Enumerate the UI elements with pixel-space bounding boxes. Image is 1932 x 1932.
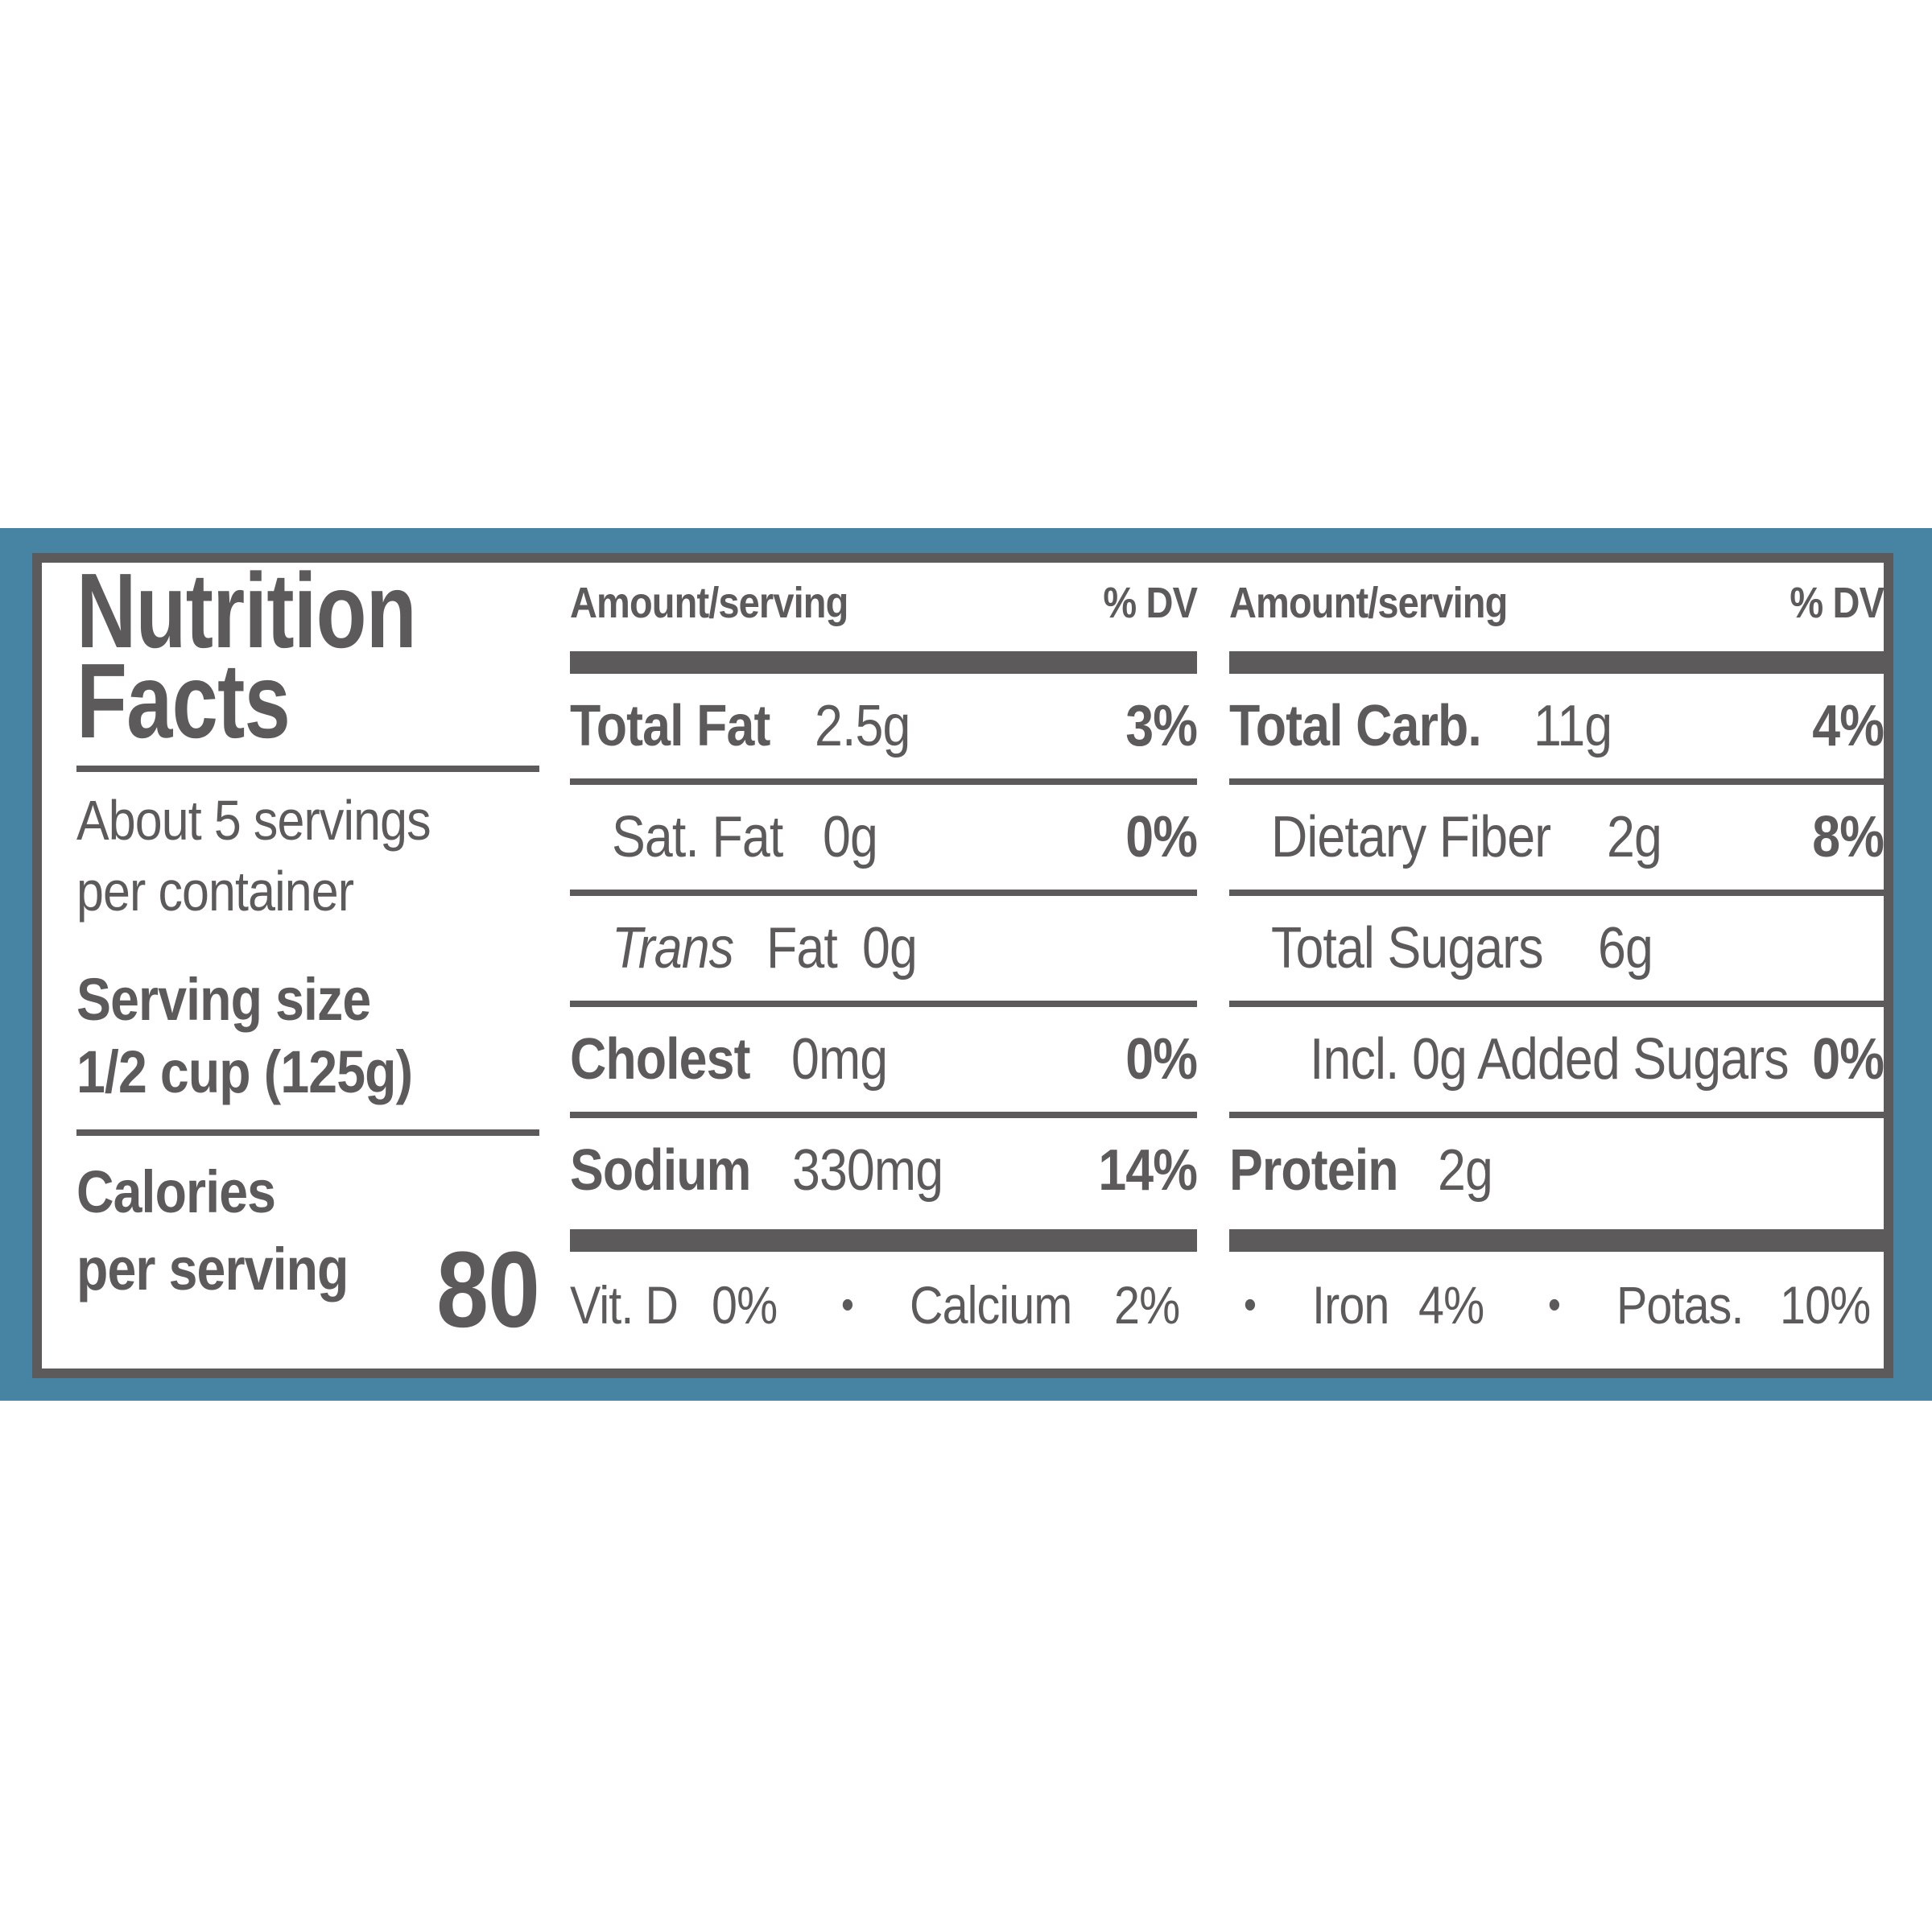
title-line1: Nutrition bbox=[76, 551, 417, 670]
row-cholesterol: Cholest 0mg 0% bbox=[570, 1007, 1198, 1118]
right-column: Amount/serving % DV Total Carb. 11g 4% Di… bbox=[1229, 563, 1885, 1368]
amount-serving-header: Amount/serving bbox=[1229, 579, 1508, 627]
bullet-separator: • bbox=[841, 1282, 854, 1328]
servings-line2: per container bbox=[76, 860, 354, 923]
dv-header: % DV bbox=[1790, 579, 1884, 627]
amount-serving-header: Amount/serving bbox=[570, 579, 848, 627]
serving-size-label: Serving size bbox=[76, 966, 371, 1033]
blue-border-band: Nutrition Facts About 5 servings per con… bbox=[0, 528, 1932, 1401]
bullet-separator: • bbox=[1547, 1282, 1561, 1328]
middle-column: Amount/serving % DV Total Fat 2.5g 3% Sat… bbox=[570, 563, 1198, 1368]
thick-bar bbox=[570, 651, 1197, 674]
row-total-carb: Total Carb. 11g 4% bbox=[1229, 674, 1885, 785]
potassium-item: Potas. 10% bbox=[1616, 1275, 1871, 1335]
calories-per-serving: per serving bbox=[76, 1236, 349, 1302]
left-column: Nutrition Facts About 5 servings per con… bbox=[76, 551, 540, 1368]
iron-item: Iron 4% bbox=[1311, 1275, 1484, 1335]
left-divider-bottom bbox=[76, 1129, 539, 1136]
vitamin-d-item: Vit. D 0% bbox=[570, 1275, 778, 1335]
thick-bar bbox=[1229, 1229, 1884, 1252]
label-title: Nutrition Facts bbox=[76, 551, 512, 760]
serving-size: Serving size 1/2 cup (125g) bbox=[76, 964, 463, 1108]
title-line2: Facts bbox=[76, 642, 291, 760]
row-trans-fat: Trans Fat 0g bbox=[570, 896, 1197, 1007]
thick-bar bbox=[1229, 651, 1884, 674]
vitamins-minerals-row: Vit. D 0% • Calcium 2% • Iron 4% • Potas. 10… bbox=[570, 1274, 1884, 1335]
servings-line1: About 5 servings bbox=[76, 789, 431, 852]
thick-bar bbox=[570, 1229, 1197, 1252]
dv-header: % DV bbox=[1103, 579, 1197, 627]
calories-label: Calories per serving bbox=[76, 1154, 389, 1308]
calories-value: 80 bbox=[436, 1230, 540, 1350]
row-sat-fat: Sat. Fat 0g 0% bbox=[570, 785, 1198, 896]
calcium-item: Calcium 2% bbox=[910, 1275, 1180, 1335]
servings-per-container: About 5 servings per container bbox=[76, 785, 483, 927]
row-total-fat: Total Fat 2.5g 3% bbox=[570, 674, 1198, 785]
middle-column-header: Amount/serving % DV bbox=[570, 579, 1198, 627]
bullet-separator: • bbox=[1243, 1282, 1257, 1328]
right-column-header: Amount/serving % DV bbox=[1229, 579, 1885, 627]
label-panel: Nutrition Facts About 5 servings per con… bbox=[32, 553, 1893, 1378]
calories-word: Calories bbox=[76, 1158, 276, 1225]
left-divider-top bbox=[76, 766, 539, 772]
row-protein: Protein 2g bbox=[1229, 1138, 1493, 1203]
row-sodium: Sodium 330mg 14% bbox=[570, 1138, 1198, 1203]
row-dietary-fiber: Dietary Fiber 2g 8% bbox=[1229, 785, 1885, 896]
serving-size-value: 1/2 cup (125g) bbox=[76, 1038, 413, 1105]
row-total-sugars: Total Sugars 6g bbox=[1229, 896, 1884, 1007]
row-added-sugars: Incl. 0g Added Sugars 0% bbox=[1229, 1007, 1885, 1118]
